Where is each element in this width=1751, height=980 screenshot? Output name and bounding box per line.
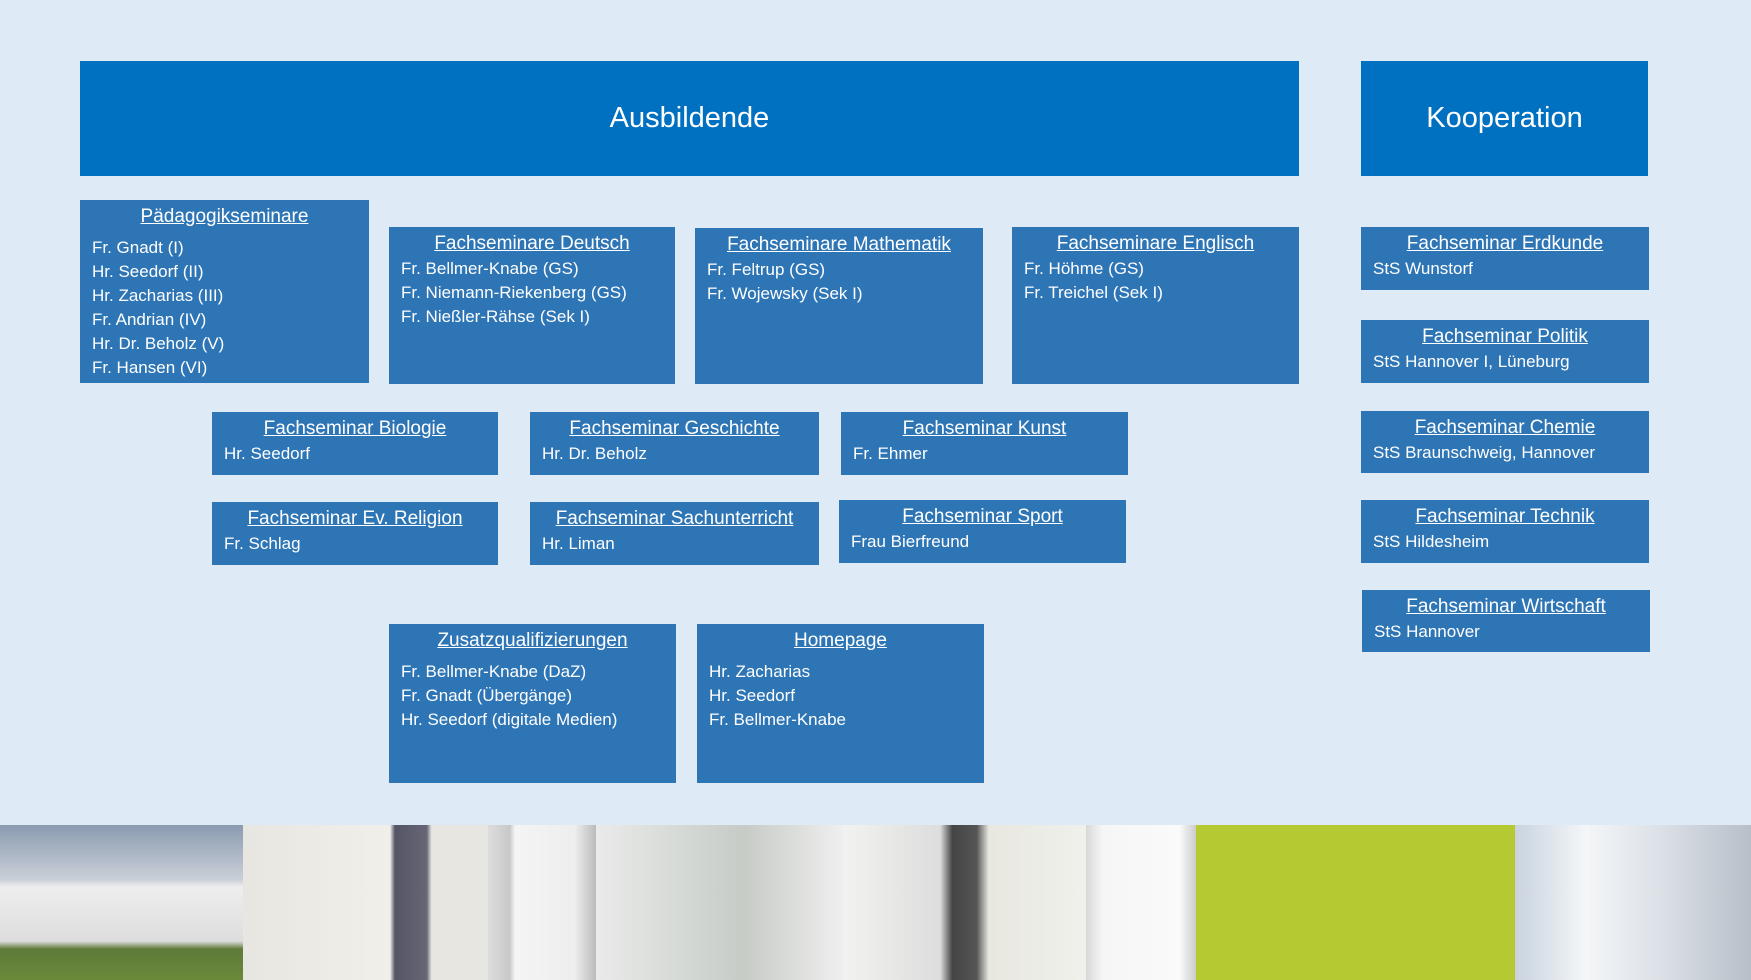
building-side-photo (1515, 825, 1751, 980)
member-line: Hr. Seedorf (709, 686, 795, 705)
seminar-box: Fachseminar Technik StS Hildesheim (1361, 500, 1649, 563)
member-line: Frau Bierfreund (851, 532, 970, 551)
seminar-box: Homepage Hr. Zacharias Hr. Seedorf Fr. Bell… (697, 624, 984, 783)
member-line: Fr. Höhme (GS) (1024, 259, 1144, 278)
ausbildende-banner: Ausbildende (80, 61, 1299, 176)
member-line: StS Hannover (1374, 622, 1480, 641)
kooperation-title: Kooperation (1426, 102, 1583, 134)
member-line: StS Hannover I, Lüneburg (1373, 352, 1570, 371)
seminar-link[interactable]: Fachseminar Sachunterricht (555, 508, 794, 529)
seminar-link[interactable]: Fachseminar Ev. Religion (247, 508, 463, 529)
member-line: Fr. Ehmer (853, 444, 928, 463)
member-line: Fr. Niemann-Riekenberg (GS) (401, 283, 627, 302)
member-line: Fr. Gnadt (I) (92, 238, 184, 257)
entrance-photo (243, 825, 488, 980)
member-line: Fr. Hansen (VI) (92, 358, 208, 377)
seminar-link[interactable]: Fachseminar Sport (902, 506, 1063, 527)
member-line: Fr. Treichel (Sek I) (1024, 283, 1163, 302)
ausbildende-title: Ausbildende (609, 102, 770, 134)
seminar-box: Fachseminar Chemie StS Braunschweig, Hann… (1361, 411, 1649, 473)
seminar-link[interactable]: Fachseminar Politik (1422, 326, 1588, 347)
member-line: Fr. Schlag (224, 534, 301, 553)
seminar-link[interactable]: Fachseminar Wirtschaft (1406, 596, 1606, 617)
seminar-link[interactable]: Zusatzqualifizierungen (437, 630, 628, 651)
seminar-link[interactable]: Fachseminar Geschichte (569, 418, 780, 439)
seminar-box: Fachseminar Wirtschaft StS Hannover (1362, 590, 1650, 652)
seminar-link[interactable]: Fachseminar Chemie (1414, 417, 1596, 438)
member-line: Hr. Seedorf (224, 444, 310, 463)
seminar-link[interactable]: Fachseminar Biologie (263, 418, 447, 439)
portrait-wall-photo (1196, 825, 1515, 980)
kooperation-banner: Kooperation (1361, 61, 1648, 176)
door-photo (596, 825, 843, 980)
member-line: Fr. Bellmer-Knabe (709, 710, 846, 729)
member-line: Hr. Zacharias (709, 662, 811, 681)
member-line: Fr. Nießler-Rähse (Sek I) (401, 307, 590, 326)
seminar-link[interactable]: Fachseminar Technik (1415, 506, 1595, 527)
building-photo (0, 825, 243, 980)
seminar-link[interactable]: Homepage (794, 630, 887, 651)
sign-photo (488, 825, 596, 980)
member-line: Fr. Andrian (IV) (92, 310, 207, 329)
seminar-box: Fachseminar Ev. Religion Fr. Schlag (212, 502, 498, 565)
seminar-box: Fachseminar Politik StS Hannover I, Lüneb… (1361, 320, 1649, 383)
seminar-box: Fachseminare Mathematik Fr. Feltrup (GS) F… (695, 228, 983, 384)
seminar-box: Fachseminar Kunst Fr. Ehmer (841, 412, 1128, 475)
member-line: Fr. Wojewsky (Sek I) (707, 284, 863, 303)
seminar-box: Fachseminar Sachunterricht Hr. Liman (530, 502, 819, 565)
member-line: Fr. Bellmer-Knabe (GS) (401, 259, 579, 278)
seminar-link[interactable]: Fachseminare Deutsch (434, 233, 630, 254)
seminar-link[interactable]: Fachseminare Englisch (1056, 233, 1255, 254)
seminar-box: Fachseminar Geschichte Hr. Dr. Beholz (530, 412, 819, 475)
member-line: Hr. Seedorf (II) (92, 262, 204, 281)
whiteboard-photo (1086, 825, 1196, 980)
member-line: Hr. Liman (542, 534, 615, 553)
seminar-link[interactable]: Fachseminare Mathematik (727, 234, 951, 255)
seminar-box: Pädagogikseminare Fr. Gnadt (I) Hr. Seedor… (80, 200, 369, 383)
seminar-box: Fachseminare Deutsch Fr. Bellmer-Knabe (G… (389, 227, 675, 384)
seminar-link[interactable]: Fachseminar Kunst (902, 418, 1067, 439)
seminar-box: Fachseminar Biologie Hr. Seedorf (212, 412, 498, 475)
member-line: Hr. Zacharias (III) (92, 286, 224, 305)
member-line: Hr. Dr. Beholz (V) (92, 334, 225, 353)
member-line: StS Wunstorf (1373, 259, 1473, 278)
member-line: StS Braunschweig, Hannover (1373, 443, 1596, 462)
photo-strip (0, 825, 1751, 980)
member-line: Fr. Bellmer-Knabe (DaZ) (401, 662, 587, 681)
seminar-box: Fachseminare Englisch Fr. Höhme (GS) Fr. T… (1012, 227, 1299, 384)
member-line: Hr. Dr. Beholz (542, 444, 647, 463)
member-line: Fr. Gnadt (Übergänge) (401, 686, 573, 705)
seminar-box: Fachseminar Erdkunde StS Wunstorf (1361, 227, 1649, 290)
member-line: Hr. Seedorf (digitale Medien) (401, 710, 618, 729)
member-line: StS Hildesheim (1373, 532, 1490, 551)
member-line: Fr. Feltrup (GS) (707, 260, 826, 279)
seminar-box: Zusatzqualifizierungen Fr. Bellmer-Knabe … (389, 624, 676, 783)
seminar-link[interactable]: Pädagogikseminare (140, 206, 309, 227)
seminar-link[interactable]: Fachseminar Erdkunde (1406, 233, 1604, 254)
hallway-photo (843, 825, 1086, 980)
seminar-box: Fachseminar Sport Frau Bierfreund (839, 500, 1126, 563)
